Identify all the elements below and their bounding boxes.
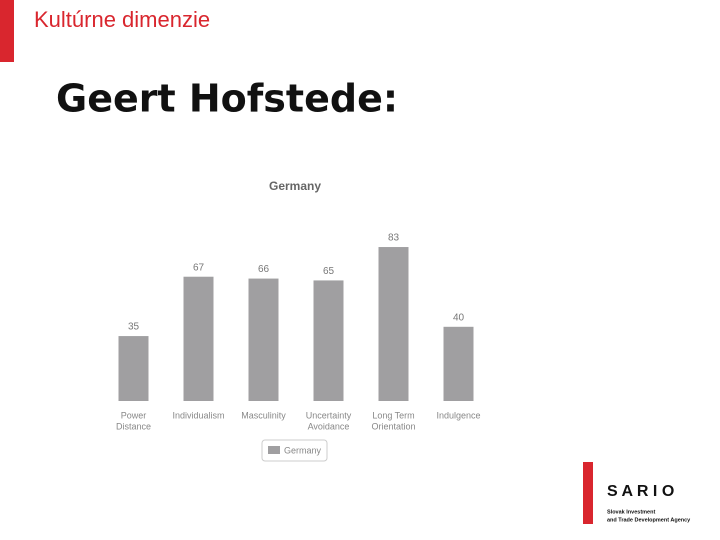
slide-heading: Geert Hofstede: (56, 77, 398, 121)
value-label: 83 (388, 233, 400, 244)
accent-bar (0, 0, 14, 62)
x-tick-label: Orientation (371, 421, 415, 431)
value-label: 35 (128, 322, 140, 333)
value-label: 66 (258, 264, 270, 275)
legend-swatch (268, 446, 280, 454)
chart-title: Germany (269, 179, 321, 193)
value-label: 40 (453, 312, 465, 323)
x-tick-label: Distance (116, 421, 151, 431)
slide-title: Kultúrne dimenzie (34, 7, 210, 32)
logo-tagline: Slovak Investment (607, 509, 655, 515)
x-tick-label: Masculinity (241, 410, 286, 420)
x-tick-label: Long Term (372, 410, 414, 420)
x-tick-label: Avoidance (308, 421, 350, 431)
logo-bar (583, 462, 593, 524)
bar (118, 336, 149, 401)
x-tick-label: Uncertainty (306, 410, 352, 420)
bar (443, 326, 474, 401)
bar (248, 278, 279, 401)
bar (183, 276, 214, 401)
value-label: 67 (193, 262, 205, 273)
legend (261, 439, 328, 462)
x-tick-label: Power (121, 410, 147, 420)
bar (313, 280, 344, 401)
x-tick-label: Indulgence (436, 410, 480, 420)
logo-name: S A R I O (607, 483, 674, 500)
bar (378, 247, 409, 401)
legend-label: Germany (284, 445, 322, 455)
x-tick-label: Individualism (172, 410, 224, 420)
value-label: 65 (323, 266, 335, 277)
logo-tagline: and Trade Development Agency (607, 517, 691, 523)
